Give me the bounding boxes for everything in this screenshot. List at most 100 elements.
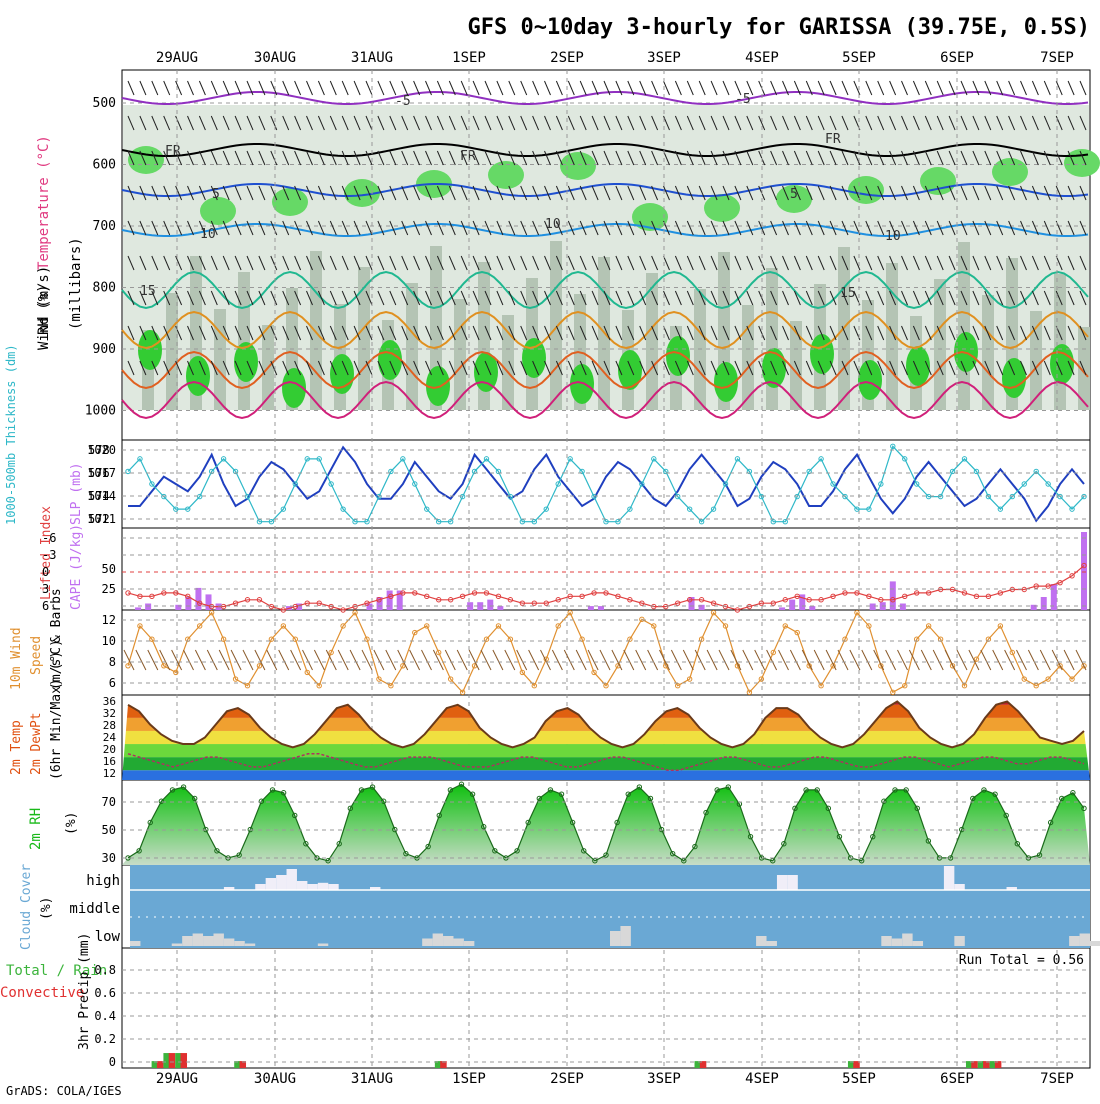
lifted-index-line-point — [161, 590, 167, 596]
thickness-line-point — [412, 481, 418, 487]
rh-shade-column — [454, 299, 466, 410]
wind-speed-line-point — [973, 656, 980, 662]
wind-barb — [127, 360, 135, 376]
wind-barb — [532, 185, 540, 201]
wind-barb — [805, 220, 813, 236]
wind-barb — [175, 290, 183, 306]
wind-barb — [782, 185, 789, 201]
lifted-index-line-point — [400, 590, 406, 596]
wind-barb — [615, 325, 623, 341]
wind-barb — [413, 115, 421, 131]
upper-temp-label: Temperature (°C) — [36, 135, 52, 270]
wind-barb — [401, 150, 409, 166]
rh-tick-label: 70 — [102, 795, 116, 809]
convective-bar — [239, 1061, 247, 1068]
wind-barb — [924, 325, 932, 341]
lifted-index-line-point — [722, 603, 729, 610]
wind-barb — [734, 185, 742, 201]
wind-barb — [1079, 150, 1087, 166]
cape-bar — [145, 603, 152, 610]
rh-green-blob — [1050, 344, 1074, 384]
wind-speed-line-point — [949, 663, 956, 669]
wind-barb — [924, 80, 932, 96]
surface-wind-barb — [528, 649, 540, 671]
wind-barb — [1020, 255, 1027, 271]
wind-barb — [496, 255, 504, 271]
rh-area — [122, 784, 1090, 865]
wind-speed-line-point — [412, 629, 418, 636]
wind-barb — [270, 255, 278, 271]
wind-barb — [829, 185, 837, 201]
rain-bar — [989, 1061, 997, 1068]
lifted-index-line-point — [388, 593, 394, 600]
wind-barb — [579, 150, 587, 166]
surface-wind-barb — [682, 649, 694, 671]
wind-barb — [282, 115, 290, 131]
wind-barb — [877, 325, 885, 341]
wind-barb — [532, 220, 540, 236]
temp-band — [122, 757, 1090, 771]
thickness-line-point — [316, 456, 322, 462]
wind-barb — [1020, 80, 1027, 96]
surface-wind-barb — [242, 649, 254, 671]
wind-barb — [948, 220, 956, 236]
cape-bar — [396, 590, 403, 610]
wind-barb — [841, 150, 849, 166]
wind-speed-line-point — [507, 636, 514, 642]
thickness-label: 1000-500mb Thickness (dm) — [4, 344, 18, 525]
wind-barb — [222, 80, 230, 96]
wind-barb — [829, 255, 837, 271]
wind-barb — [401, 325, 409, 341]
wind-barb — [674, 255, 682, 271]
wind-barb — [317, 325, 325, 341]
wind-barb — [282, 325, 290, 341]
wind-speed-line-point — [782, 623, 788, 629]
wind-tick-label: 6 — [109, 676, 116, 690]
rh-line-point — [681, 858, 687, 864]
lifted-index-line-point — [471, 590, 478, 596]
wind-barb — [210, 150, 218, 166]
low-cloud-bar — [422, 938, 433, 946]
surface-wind-barb — [837, 649, 849, 671]
lifted-index-line-point — [256, 597, 263, 603]
rh-green-blob — [186, 356, 210, 396]
wind-barb — [901, 80, 908, 96]
wind-speed-line-point — [173, 669, 179, 676]
wind-barb — [544, 220, 551, 236]
wind-barb — [151, 150, 159, 166]
lifted-index-line-point — [208, 603, 215, 610]
wind-speed-line-point — [925, 623, 932, 629]
rh-green-blob — [704, 194, 740, 222]
wind-barb — [817, 290, 825, 306]
thickness-line-point — [686, 506, 693, 512]
wind-barb — [841, 80, 849, 96]
wind-barb — [448, 220, 456, 236]
wind-barb — [615, 185, 623, 201]
wind-barb — [1031, 150, 1039, 166]
wind-barb — [520, 325, 528, 341]
thickness-line-point — [555, 481, 561, 487]
wind-label-a: 10m Wind — [9, 627, 24, 690]
wind-barb — [841, 220, 849, 236]
wind-barb — [377, 220, 385, 236]
wind-barb — [829, 360, 837, 376]
wind-barb — [317, 290, 325, 306]
wind-barb — [317, 150, 325, 166]
lifted-index-line-point — [734, 607, 741, 613]
top-date-label: 5SEP — [842, 50, 876, 66]
wind-barb — [1067, 220, 1075, 236]
wind-barb — [306, 325, 313, 341]
wind-barb — [294, 150, 302, 166]
wind-barb — [484, 185, 492, 201]
lifted-index-line-point — [1081, 562, 1087, 569]
wind-barb — [853, 255, 861, 271]
wind-barb — [401, 115, 409, 131]
wind-barb — [579, 115, 587, 131]
surface-wind-barb — [516, 649, 528, 671]
wind-barb — [567, 360, 575, 376]
wind-barb — [532, 115, 540, 131]
wind-speed-line-point — [220, 636, 227, 642]
wind-barb — [555, 290, 563, 306]
wind-speed-line-point — [244, 683, 251, 689]
wind-barb — [1067, 115, 1075, 131]
